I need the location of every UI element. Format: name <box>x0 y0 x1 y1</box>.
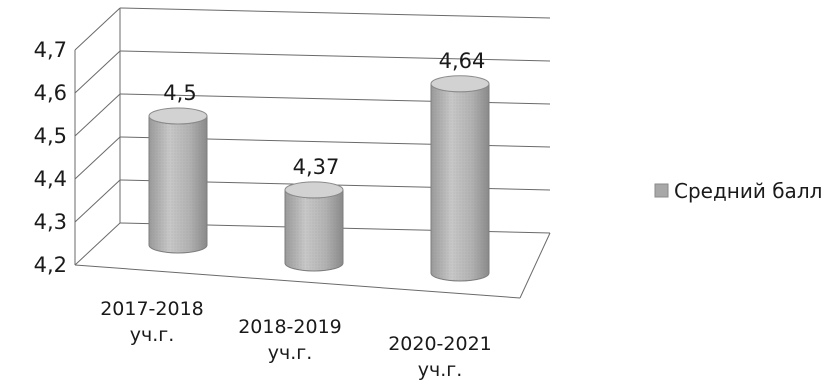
y-tick-label: 4,2 <box>34 253 67 277</box>
bar-top <box>430 75 490 93</box>
bar <box>148 107 208 254</box>
legend-label: Средний балл <box>674 179 822 203</box>
data-label: 4,64 <box>439 49 486 73</box>
data-labels: 4,5 4,37 4,64 <box>163 49 485 179</box>
y-tick-label: 4,7 <box>34 38 67 62</box>
data-label: 4,5 <box>163 81 196 105</box>
bar-texture <box>285 189 343 271</box>
category-label: 2017-2018 уч.г. <box>100 298 204 346</box>
y-tick-label: 4,6 <box>34 81 67 105</box>
category-label: 2020-2021 уч.г. <box>388 333 492 381</box>
y-axis-ticks: 4,2 4,3 4,4 4,5 4,6 4,7 <box>34 38 67 277</box>
wall-gridline <box>74 136 121 180</box>
bars <box>148 75 490 282</box>
wall-gridline <box>74 93 121 137</box>
bar-top <box>148 107 208 125</box>
bar-top <box>284 181 344 199</box>
gridline <box>119 50 551 62</box>
legend: Средний балл <box>654 179 822 203</box>
bar <box>430 75 490 282</box>
wall-gridline <box>74 222 121 266</box>
y-tick-label: 4,4 <box>34 167 67 191</box>
bar <box>284 181 344 272</box>
wall-gridline <box>74 7 121 51</box>
legend-swatch <box>654 183 669 198</box>
data-label: 4,37 <box>293 155 340 179</box>
wall-gridline <box>74 179 121 223</box>
y-tick-label: 4,3 <box>34 210 67 234</box>
wall-gridline <box>74 50 121 94</box>
y-tick-label: 4,5 <box>34 124 67 148</box>
x-axis-categories: 2017-2018 уч.г. 2018-2019 уч.г. 2020-2021 уч.… <box>100 298 492 381</box>
category-label: 2018-2019 уч.г. <box>238 316 342 364</box>
bar-texture <box>149 116 207 253</box>
x-axis-line <box>74 264 521 299</box>
floor-edge <box>519 232 551 299</box>
gridline <box>119 7 551 19</box>
bar-texture <box>431 83 489 281</box>
